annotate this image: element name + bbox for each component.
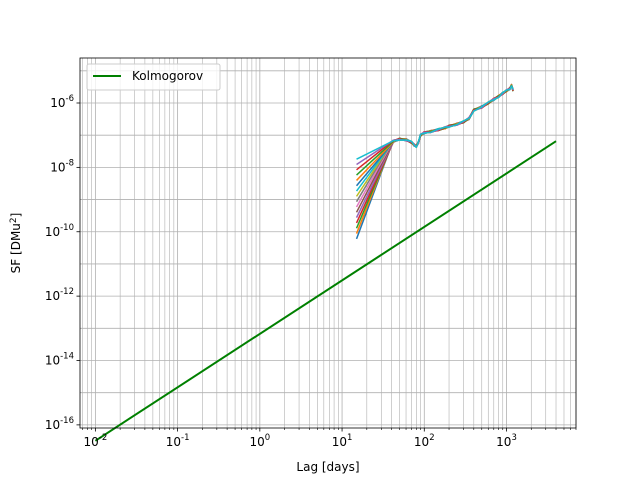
x-tick-label: 10-1 [166, 433, 190, 449]
y-tick-label: 10-6 [50, 94, 74, 110]
y-tick-label: 10-16 [45, 416, 74, 432]
y-tick-label: 10-10 [45, 223, 74, 239]
legend-box [86, 63, 221, 91]
x-tick-label: 102 [414, 433, 435, 449]
ticks-layer: 10-2 10-1 100 101 102 103 10-16 10-14 10-12 10-10… [45, 94, 577, 449]
plot-frame [79, 57, 577, 429]
data-curves [355, 83, 514, 240]
y-tick-label: 10-8 [50, 158, 74, 174]
legend: Kolmogorov [86, 63, 221, 91]
data-curve [356, 85, 514, 160]
legend-label-kolmogorov: Kolmogorov [132, 69, 203, 83]
x-tick-label: 101 [332, 433, 353, 449]
series-layer [94, 140, 557, 442]
grid-layer [80, 58, 577, 428]
x-tick-label: 100 [249, 433, 270, 449]
series-line-kolmogorov [94, 140, 557, 442]
x-axis-label: Lag [days] [296, 460, 359, 474]
x-tick-label: 10-2 [84, 433, 108, 449]
axis-labels: Lag [days] SF [DMu2] [9, 213, 360, 474]
y-axis-label: SF [DMu2] [9, 213, 23, 274]
y-tick-label: 10-14 [45, 352, 74, 368]
x-tick-label: 103 [496, 433, 517, 449]
y-tick-label: 10-12 [45, 287, 74, 303]
